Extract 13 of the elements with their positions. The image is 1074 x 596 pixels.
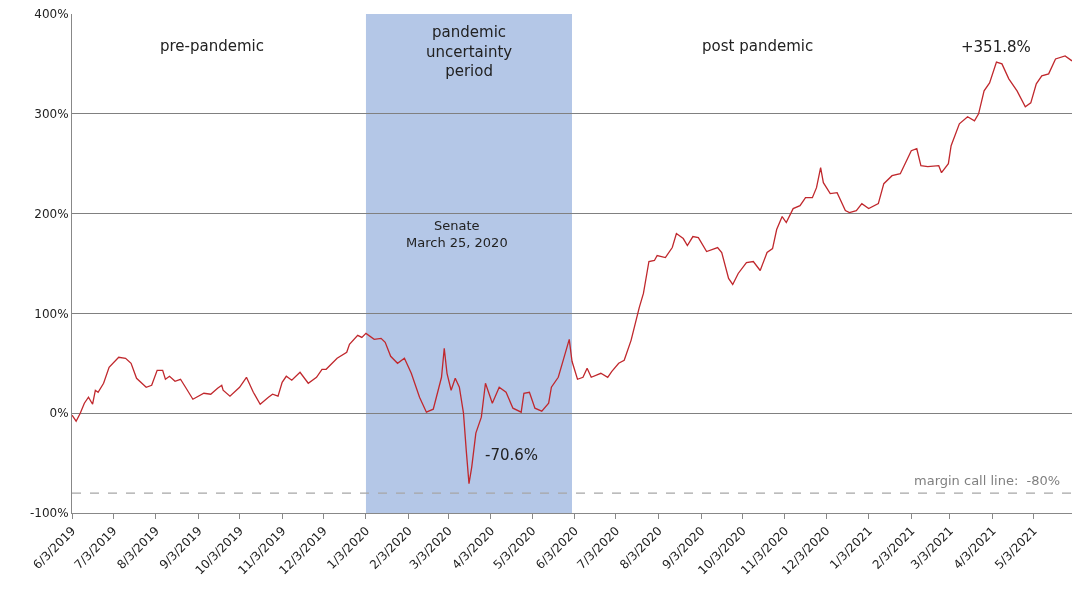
annotation: +351.8% <box>961 38 1031 56</box>
y-tick-label: 0% <box>49 406 69 421</box>
y-tick-label: 100% <box>34 306 69 321</box>
band-label: pandemic uncertainty period <box>426 23 513 80</box>
annotation: -70.6% <box>485 446 539 464</box>
y-tick-label: -100% <box>29 506 69 521</box>
annotation: pre-pandemic <box>160 37 264 55</box>
y-tick-label: 300% <box>34 107 69 121</box>
annotation: Senate March 25, 2020 <box>406 218 508 250</box>
annotation: post pandemic <box>702 37 814 55</box>
ref-line-label: margin call line: -80% <box>914 473 1061 488</box>
y-tick-label: 200% <box>34 206 69 221</box>
y-tick-label: 400% <box>34 7 69 22</box>
